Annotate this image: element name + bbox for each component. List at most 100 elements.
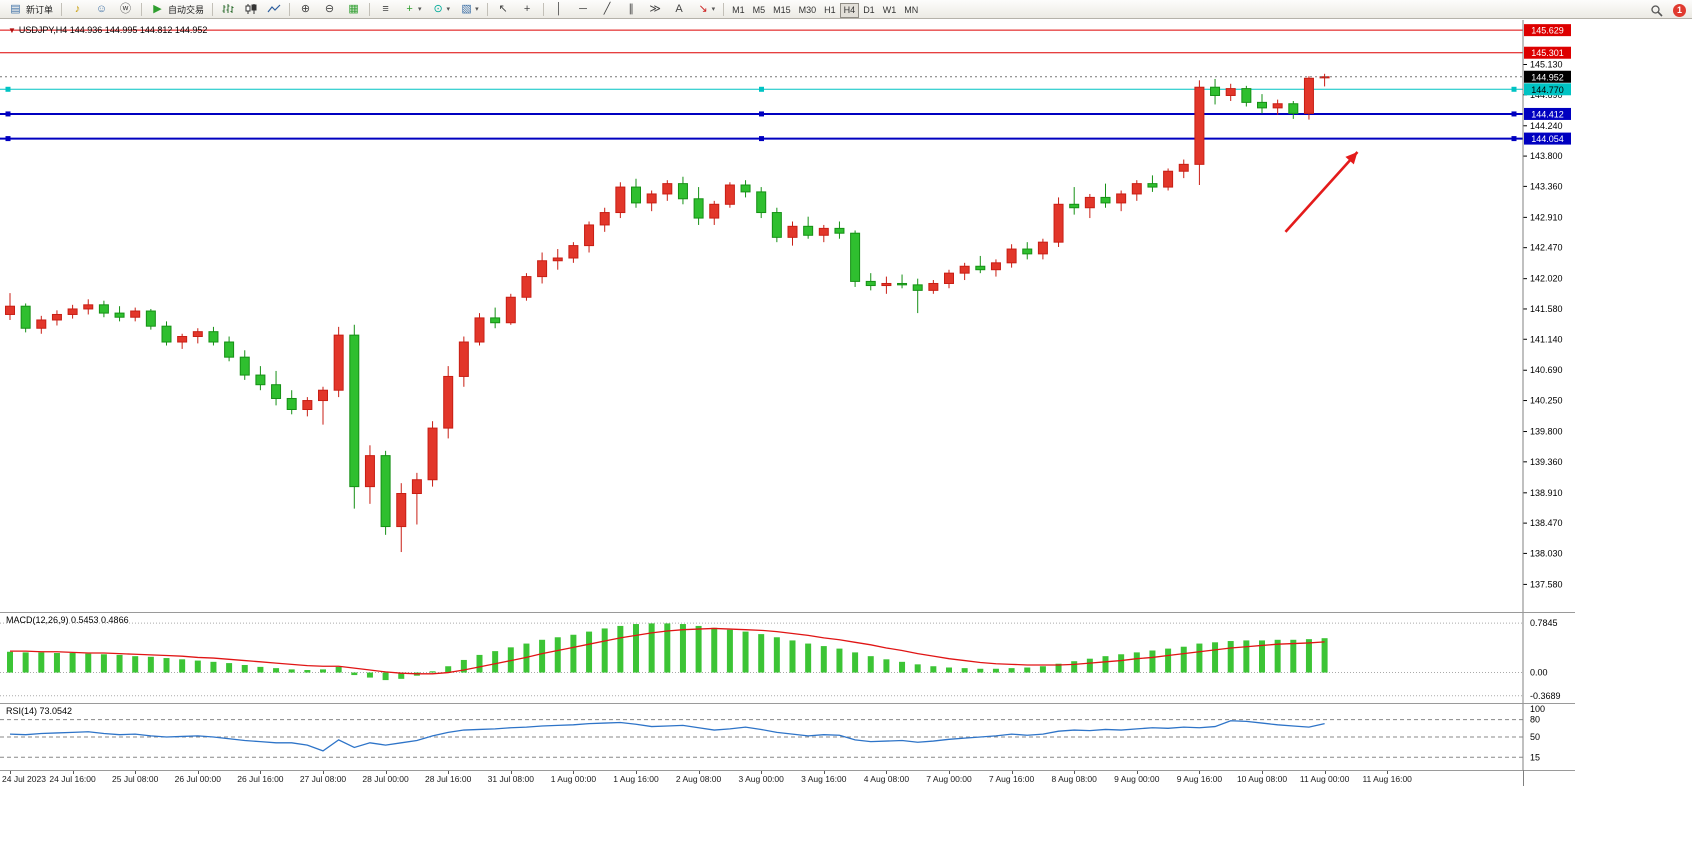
rsi-indicator-label: RSI(14) 73.0542 [6,706,73,716]
channel-button[interactable]: ∥ [620,1,643,17]
line-chart-button[interactable] [263,1,285,17]
metaquotes-icon: ⓦ [120,2,132,15]
tile-windows-button[interactable]: ▦ [342,1,365,17]
cursor-button[interactable]: ↖ [492,1,515,17]
macd-histogram-bar [460,659,467,673]
line-handle[interactable] [1511,136,1517,142]
candlestick-chart-button[interactable] [240,1,262,17]
rsi-axis-label: 80 [1530,715,1540,725]
fibonacci-button[interactable]: ≫ [644,1,667,17]
candle-body [380,455,391,528]
clock-icon: ⊙ [433,2,443,15]
macd-histogram-bar [633,624,639,673]
macd-histogram-bar [85,653,92,673]
macd-histogram-bar [570,634,577,673]
candle-body [1272,103,1283,109]
macd-histogram-bar [664,623,671,673]
bar-chart-button[interactable] [217,1,239,17]
candle-body [568,245,579,259]
price-tick-label: 143.360 [1530,181,1563,191]
macd-histogram-bar [304,670,311,673]
zoom-in-button[interactable]: ⊕ [294,1,317,17]
timeframe-button-W1[interactable]: W1 [879,3,901,18]
text-label-button[interactable]: A [668,1,691,17]
line-handle[interactable] [5,86,11,92]
toolbar-separator [369,2,371,16]
timeframe-button-MN[interactable]: MN [900,3,922,18]
candle-body [1053,203,1064,243]
trendline-button[interactable]: ╱ [596,1,619,17]
candle-body [333,334,344,391]
community-button[interactable]: ☺ [90,1,113,17]
time-tick [698,771,700,774]
line-handle[interactable] [759,86,764,92]
search-icon [1651,4,1663,17]
line-handle[interactable] [5,136,11,142]
timeframe-button-H1[interactable]: H1 [820,3,840,18]
line-handle[interactable] [1511,86,1517,92]
macd-histogram-bar [288,669,295,673]
template-icon: ▧ [461,2,472,15]
candle-body [302,400,313,410]
search-button[interactable] [1646,2,1667,18]
auto-trading-button[interactable]: ▶ 自动交易 [146,1,208,17]
chevron-down-icon: ▾ [446,6,451,13]
metaquotes-button[interactable]: ⓦ [114,1,137,17]
timeframe-button-M30[interactable]: M30 [795,3,821,18]
zoom-out-button[interactable]: ⊖ [318,1,341,17]
trend-arrow[interactable] [1284,151,1359,233]
candle-body [1116,193,1127,204]
line-handle[interactable] [759,136,764,142]
line-handle[interactable] [5,111,11,117]
crosshair-button[interactable]: + [516,1,539,17]
price-tick-label: 139.800 [1530,427,1563,437]
periods-button[interactable]: ⊙ ▾ [427,1,455,17]
macd-histogram-bar [147,656,154,673]
arrows-button[interactable]: ↘ ▾ [692,1,720,17]
timeframe-button-M15[interactable]: M15 [769,3,795,18]
time-label: 8 Aug 08:00 [1051,774,1097,784]
line-price-label-text: 144.770 [1531,85,1564,95]
timeframe-button-M5[interactable]: M5 [749,3,770,18]
candle-body [787,225,798,238]
line-price-label-text: 145.629 [1531,26,1564,36]
time-label: 4 Aug 08:00 [863,774,910,784]
macd-histogram-bar [38,652,45,673]
macd-histogram-bar [335,666,342,673]
notification-badge[interactable]: 1 [1673,3,1686,17]
line-price-label-text: 144.054 [1531,134,1564,144]
alert-button[interactable]: ♪ [66,1,89,17]
indicators-button[interactable]: + ▾ [398,1,426,17]
candle-body [20,305,31,329]
candle-body [1131,183,1142,195]
candle-body [239,356,250,376]
templates-button[interactable]: ▧ ▾ [455,1,483,17]
macd-histogram-bar [476,654,483,673]
auto-arrange-button[interactable]: ≡ [374,1,397,17]
price-chart-canvas[interactable]: 145.130144.690144.240143.800143.360142.9… [0,20,1575,612]
time-tick [260,771,262,774]
candle-body [271,384,282,399]
arrow-object-icon: ↘ [698,2,708,15]
time-axis[interactable]: 24 Jul 2023 24 Jul 16:00 25 Jul 08:00 26 Ju… [0,770,1575,787]
timeframe-button-H4[interactable]: H4 [839,3,860,18]
line-handle[interactable] [1511,111,1517,117]
time-tick [72,771,74,774]
candle-body [709,203,720,219]
timeframe-button-D1[interactable]: D1 [859,3,879,18]
tile-windows-icon: ▦ [348,2,359,15]
vertical-line-button[interactable]: │ [548,1,571,17]
candle-body [411,479,422,495]
new-order-button[interactable]: ▤ 新订单 [4,1,57,17]
candle-body [850,232,861,282]
line-handle[interactable] [759,111,764,117]
macd-panel-canvas[interactable]: 0.7845 0.00 -0.3689 [0,612,1575,704]
macd-histogram-bar [1055,663,1062,673]
macd-histogram-bar [695,625,702,673]
one-click-trading-icon[interactable]: ▼ [8,26,16,35]
horizontal-line-button[interactable]: ─ [572,1,595,17]
candle-body [1241,88,1252,103]
timeframe-button-M1[interactable]: M1 [728,3,749,18]
